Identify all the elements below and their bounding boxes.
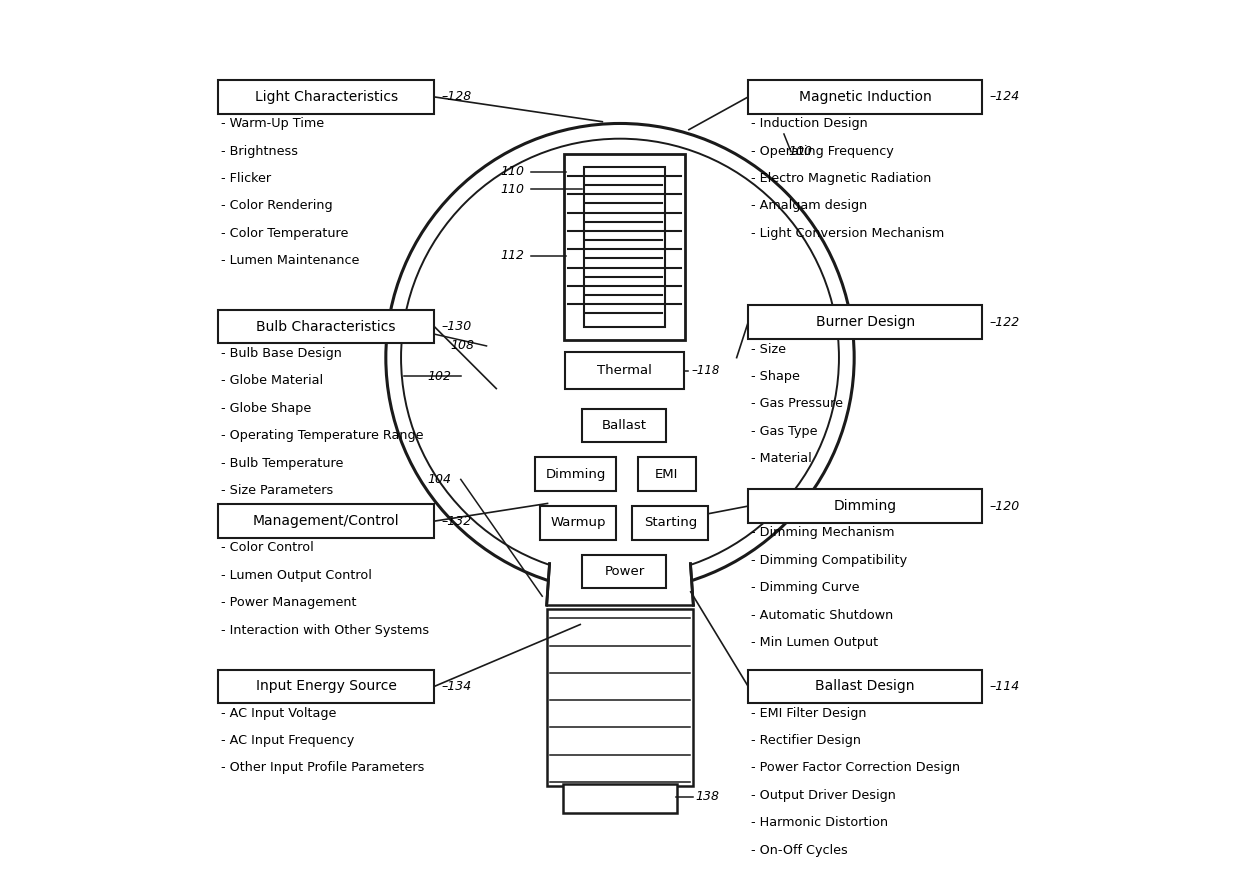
Text: - Warm-Up Time: - Warm-Up Time xyxy=(221,117,324,130)
FancyBboxPatch shape xyxy=(563,784,677,813)
Text: - Min Lumen Output: - Min Lumen Output xyxy=(750,636,878,649)
Text: –124: –124 xyxy=(990,90,1019,103)
Text: Magnetic Induction: Magnetic Induction xyxy=(799,90,931,104)
Text: - Operating Frequency: - Operating Frequency xyxy=(750,145,894,158)
Text: Ballast: Ballast xyxy=(601,419,647,433)
Text: 112: 112 xyxy=(501,249,525,262)
Text: - Induction Design: - Induction Design xyxy=(750,117,868,130)
Text: - Gas Pressure: - Gas Pressure xyxy=(750,398,843,410)
Text: - EMI Filter Design: - EMI Filter Design xyxy=(750,706,867,720)
Text: –122: –122 xyxy=(990,316,1019,329)
Text: - Rectifier Design: - Rectifier Design xyxy=(750,734,861,747)
Text: - AC Input Voltage: - AC Input Voltage xyxy=(221,706,336,720)
Text: Bulb Characteristics: Bulb Characteristics xyxy=(257,319,396,334)
FancyBboxPatch shape xyxy=(632,506,708,540)
Text: - Other Input Profile Parameters: - Other Input Profile Parameters xyxy=(221,762,424,774)
Text: - Size Parameters: - Size Parameters xyxy=(221,484,332,497)
Text: - Automatic Shutdown: - Automatic Shutdown xyxy=(750,608,893,622)
Text: EMI: EMI xyxy=(655,467,678,481)
Text: - Interaction with Other Systems: - Interaction with Other Systems xyxy=(221,624,429,637)
Text: - Size: - Size xyxy=(750,343,786,356)
Text: - Operating Temperature Range: - Operating Temperature Range xyxy=(221,429,423,442)
Text: Warmup: Warmup xyxy=(551,516,606,529)
Text: 110: 110 xyxy=(501,165,525,178)
FancyBboxPatch shape xyxy=(748,670,982,703)
Text: Dimming: Dimming xyxy=(546,467,606,481)
Text: - On-Off Cycles: - On-Off Cycles xyxy=(750,844,847,856)
FancyBboxPatch shape xyxy=(748,490,982,523)
Text: - Power Factor Correction Design: - Power Factor Correction Design xyxy=(750,762,960,774)
Text: - Harmonic Distortion: - Harmonic Distortion xyxy=(750,816,888,830)
Text: Management/Control: Management/Control xyxy=(253,514,399,528)
Text: - Color Rendering: - Color Rendering xyxy=(221,200,332,212)
Text: –114: –114 xyxy=(990,680,1019,693)
Text: - Dimming Compatibility: - Dimming Compatibility xyxy=(750,554,906,566)
FancyBboxPatch shape xyxy=(639,458,696,491)
Text: - Amalgam design: - Amalgam design xyxy=(750,200,867,212)
Text: - Globe Material: - Globe Material xyxy=(221,375,322,387)
Text: - Color Control: - Color Control xyxy=(221,541,314,555)
Text: - Lumen Maintenance: - Lumen Maintenance xyxy=(221,254,358,268)
Text: 110: 110 xyxy=(501,183,525,195)
Text: - Brightness: - Brightness xyxy=(221,145,298,158)
FancyBboxPatch shape xyxy=(748,80,982,114)
Text: - Bulb Base Design: - Bulb Base Design xyxy=(221,347,341,360)
Text: Ballast Design: Ballast Design xyxy=(816,680,915,693)
FancyBboxPatch shape xyxy=(583,409,666,442)
Text: - Material: - Material xyxy=(750,452,811,466)
Text: Burner Design: Burner Design xyxy=(816,315,915,329)
Text: - Shape: - Shape xyxy=(750,370,800,383)
Text: Dimming: Dimming xyxy=(833,500,897,513)
Text: Thermal: Thermal xyxy=(596,365,652,377)
Text: - Gas Type: - Gas Type xyxy=(750,425,817,438)
Text: 138: 138 xyxy=(696,790,719,804)
Text: Power: Power xyxy=(604,565,645,578)
FancyBboxPatch shape xyxy=(218,504,434,538)
Text: - Color Temperature: - Color Temperature xyxy=(221,227,348,240)
FancyBboxPatch shape xyxy=(564,154,684,340)
Text: - Globe Shape: - Globe Shape xyxy=(221,401,311,415)
Text: –132: –132 xyxy=(441,515,471,527)
FancyBboxPatch shape xyxy=(583,555,666,588)
FancyBboxPatch shape xyxy=(218,670,434,703)
Text: 108: 108 xyxy=(451,340,475,352)
Text: 100: 100 xyxy=(789,145,812,158)
Polygon shape xyxy=(547,564,693,605)
Text: –134: –134 xyxy=(441,680,471,693)
Circle shape xyxy=(402,140,838,575)
Text: - Bulb Temperature: - Bulb Temperature xyxy=(221,457,343,469)
Text: - Output Driver Design: - Output Driver Design xyxy=(750,789,895,802)
Text: - Flicker: - Flicker xyxy=(221,172,270,185)
FancyBboxPatch shape xyxy=(536,458,616,491)
Text: –128: –128 xyxy=(441,90,471,103)
FancyBboxPatch shape xyxy=(218,310,434,343)
FancyBboxPatch shape xyxy=(564,352,684,390)
Text: - Dimming Curve: - Dimming Curve xyxy=(750,582,859,594)
Text: 104: 104 xyxy=(428,473,451,486)
FancyBboxPatch shape xyxy=(218,80,434,114)
Text: - Light Conversion Mechanism: - Light Conversion Mechanism xyxy=(750,227,944,240)
Text: Input Energy Source: Input Energy Source xyxy=(255,680,397,693)
Text: –130: –130 xyxy=(441,320,471,334)
Text: - Lumen Output Control: - Lumen Output Control xyxy=(221,569,372,582)
Text: 102: 102 xyxy=(428,370,451,383)
FancyBboxPatch shape xyxy=(748,305,982,339)
Text: –120: –120 xyxy=(990,500,1019,513)
Text: - Power Management: - Power Management xyxy=(221,596,356,609)
Text: Light Characteristics: Light Characteristics xyxy=(254,90,398,104)
Text: - AC Input Frequency: - AC Input Frequency xyxy=(221,734,353,747)
Text: –118: –118 xyxy=(691,365,719,377)
Text: Starting: Starting xyxy=(644,516,697,529)
FancyBboxPatch shape xyxy=(541,506,616,540)
FancyBboxPatch shape xyxy=(584,167,665,326)
Text: - Electro Magnetic Radiation: - Electro Magnetic Radiation xyxy=(750,172,931,185)
Text: - Dimming Mechanism: - Dimming Mechanism xyxy=(750,526,894,540)
FancyBboxPatch shape xyxy=(547,609,693,786)
